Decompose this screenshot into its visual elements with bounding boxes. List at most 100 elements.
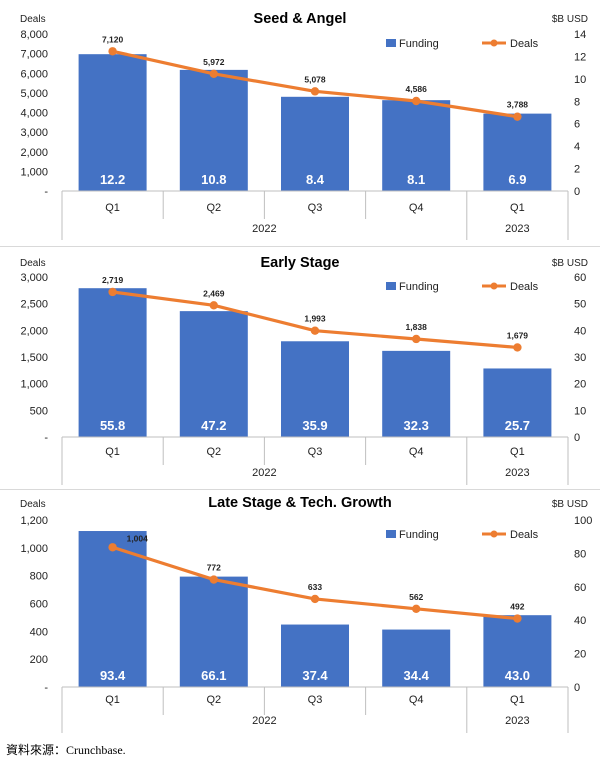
source-note: 資料來源：Crunchbase. (6, 743, 126, 757)
funding-bar (281, 624, 349, 687)
deals-label: 2,719 (102, 275, 124, 285)
deals-label: 633 (308, 582, 322, 592)
legend-deals-marker (490, 530, 498, 538)
right-tick-label: 10 (574, 74, 586, 86)
funding-bar (483, 615, 552, 687)
left-tick-label: 5,000 (20, 88, 48, 100)
year-label: 2023 (505, 467, 529, 479)
funding-bar (179, 576, 248, 687)
funding-bar (78, 288, 147, 437)
divider (0, 489, 600, 490)
seed-angel-chart: Seed & Angel Deals $B USD - 1,000 2,000 3,000 4… (0, 0, 600, 245)
left-tick-label: 800 (30, 571, 48, 583)
left-tick-label: 1,500 (20, 352, 48, 364)
left-tick-label: 1,200 (20, 515, 48, 527)
right-axis-label: $B USD (552, 258, 588, 269)
chart-svg: Seed & Angel Deals $B USD - 1,000 2,000 3,000 4… (20, 11, 588, 240)
funding-label: 32.3 (404, 418, 429, 433)
right-tick-label: 12 (574, 51, 586, 63)
funding-bar (382, 629, 451, 687)
left-tick-label: 1,000 (20, 543, 48, 555)
left-tick-label: 6,000 (20, 68, 48, 80)
category-label: Q3 (308, 694, 323, 706)
category-label: Q4 (409, 446, 424, 458)
right-axis-label: $B USD (552, 14, 588, 25)
year-label: 2022 (252, 223, 276, 235)
left-tick-label: 400 (30, 626, 48, 638)
deals-point (310, 594, 320, 604)
left-tick-label: 1,000 (20, 166, 48, 178)
left-tick-label: - (44, 432, 48, 444)
deals-point (310, 87, 320, 96)
deals-point (412, 604, 421, 613)
legend-funding-swatch (386, 282, 396, 290)
category-label: Q1 (105, 202, 120, 214)
legend-funding-label: Funding (399, 38, 439, 50)
right-tick-label: 50 (574, 299, 586, 311)
deals-label: 5,078 (304, 74, 326, 84)
deals-point (108, 543, 117, 552)
category-label: Q1 (105, 694, 120, 706)
deals-label: 562 (409, 592, 423, 602)
category-label: Q2 (206, 446, 221, 458)
left-tick-label: 3,000 (20, 127, 48, 139)
deals-label: 1,679 (507, 330, 529, 340)
right-tick-label: 20 (574, 649, 586, 661)
right-tick-label: 4 (574, 141, 580, 153)
deals-point (513, 614, 522, 623)
funding-bar (281, 96, 349, 191)
right-axis-label: $B USD (552, 499, 588, 510)
category-label: Q1 (510, 694, 525, 706)
right-tick-label: 40 (574, 615, 586, 627)
funding-label: 47.2 (201, 418, 226, 433)
category-label: Q1 (510, 202, 525, 214)
deals-label: 1,004 (127, 533, 149, 543)
deals-point (209, 575, 218, 584)
year-label: 2023 (505, 715, 529, 727)
funding-label: 55.8 (100, 418, 125, 433)
right-tick-label: 60 (574, 272, 586, 284)
year-label: 2023 (505, 223, 529, 235)
right-tick-label: 100 (574, 515, 592, 527)
late-stage-chart: Late Stage & Tech. Growth Deals $B USD -200… (0, 490, 600, 740)
deals-label: 492 (510, 602, 524, 612)
divider (0, 246, 600, 247)
deals-label: 7,120 (102, 34, 124, 44)
funding-bar (483, 368, 552, 437)
funding-bar (281, 341, 349, 437)
left-tick-label: - (44, 186, 48, 198)
funding-label: 43.0 (505, 668, 530, 683)
funding-label: 6.9 (508, 172, 526, 187)
legend-funding-swatch (386, 39, 396, 47)
right-tick-label: 0 (574, 186, 580, 198)
deals-point (209, 301, 218, 310)
deals-point (108, 287, 117, 297)
right-tick-label: 20 (574, 379, 586, 391)
legend-deals-label: Deals (510, 281, 539, 293)
right-tick-label: 60 (574, 582, 586, 594)
right-tick-label: 40 (574, 325, 586, 337)
funding-bar (78, 531, 147, 687)
left-tick-label: 200 (30, 654, 48, 666)
funding-bar (179, 69, 248, 191)
legend-funding-swatch (386, 530, 396, 538)
funding-label: 93.4 (100, 668, 126, 683)
left-tick-label: 1,000 (20, 379, 48, 391)
funding-label: 12.2 (100, 172, 125, 187)
right-tick-label: 14 (574, 29, 586, 41)
category-label: Q2 (206, 202, 221, 214)
category-label: Q4 (409, 202, 424, 214)
left-tick-label: 500 (30, 405, 48, 417)
right-tick-label: 0 (574, 432, 580, 444)
funding-label: 8.4 (306, 172, 325, 187)
category-label: Q1 (105, 446, 120, 458)
deals-point (412, 334, 421, 344)
chart-title: Seed & Angel (254, 11, 347, 27)
left-axis-label: Deals (20, 258, 46, 269)
left-tick-label: 2,500 (20, 299, 48, 311)
left-axis-label: Deals (20, 14, 46, 25)
deals-point (412, 96, 421, 106)
left-axis-label: Deals (20, 499, 46, 510)
legend-deals-marker (490, 282, 498, 290)
